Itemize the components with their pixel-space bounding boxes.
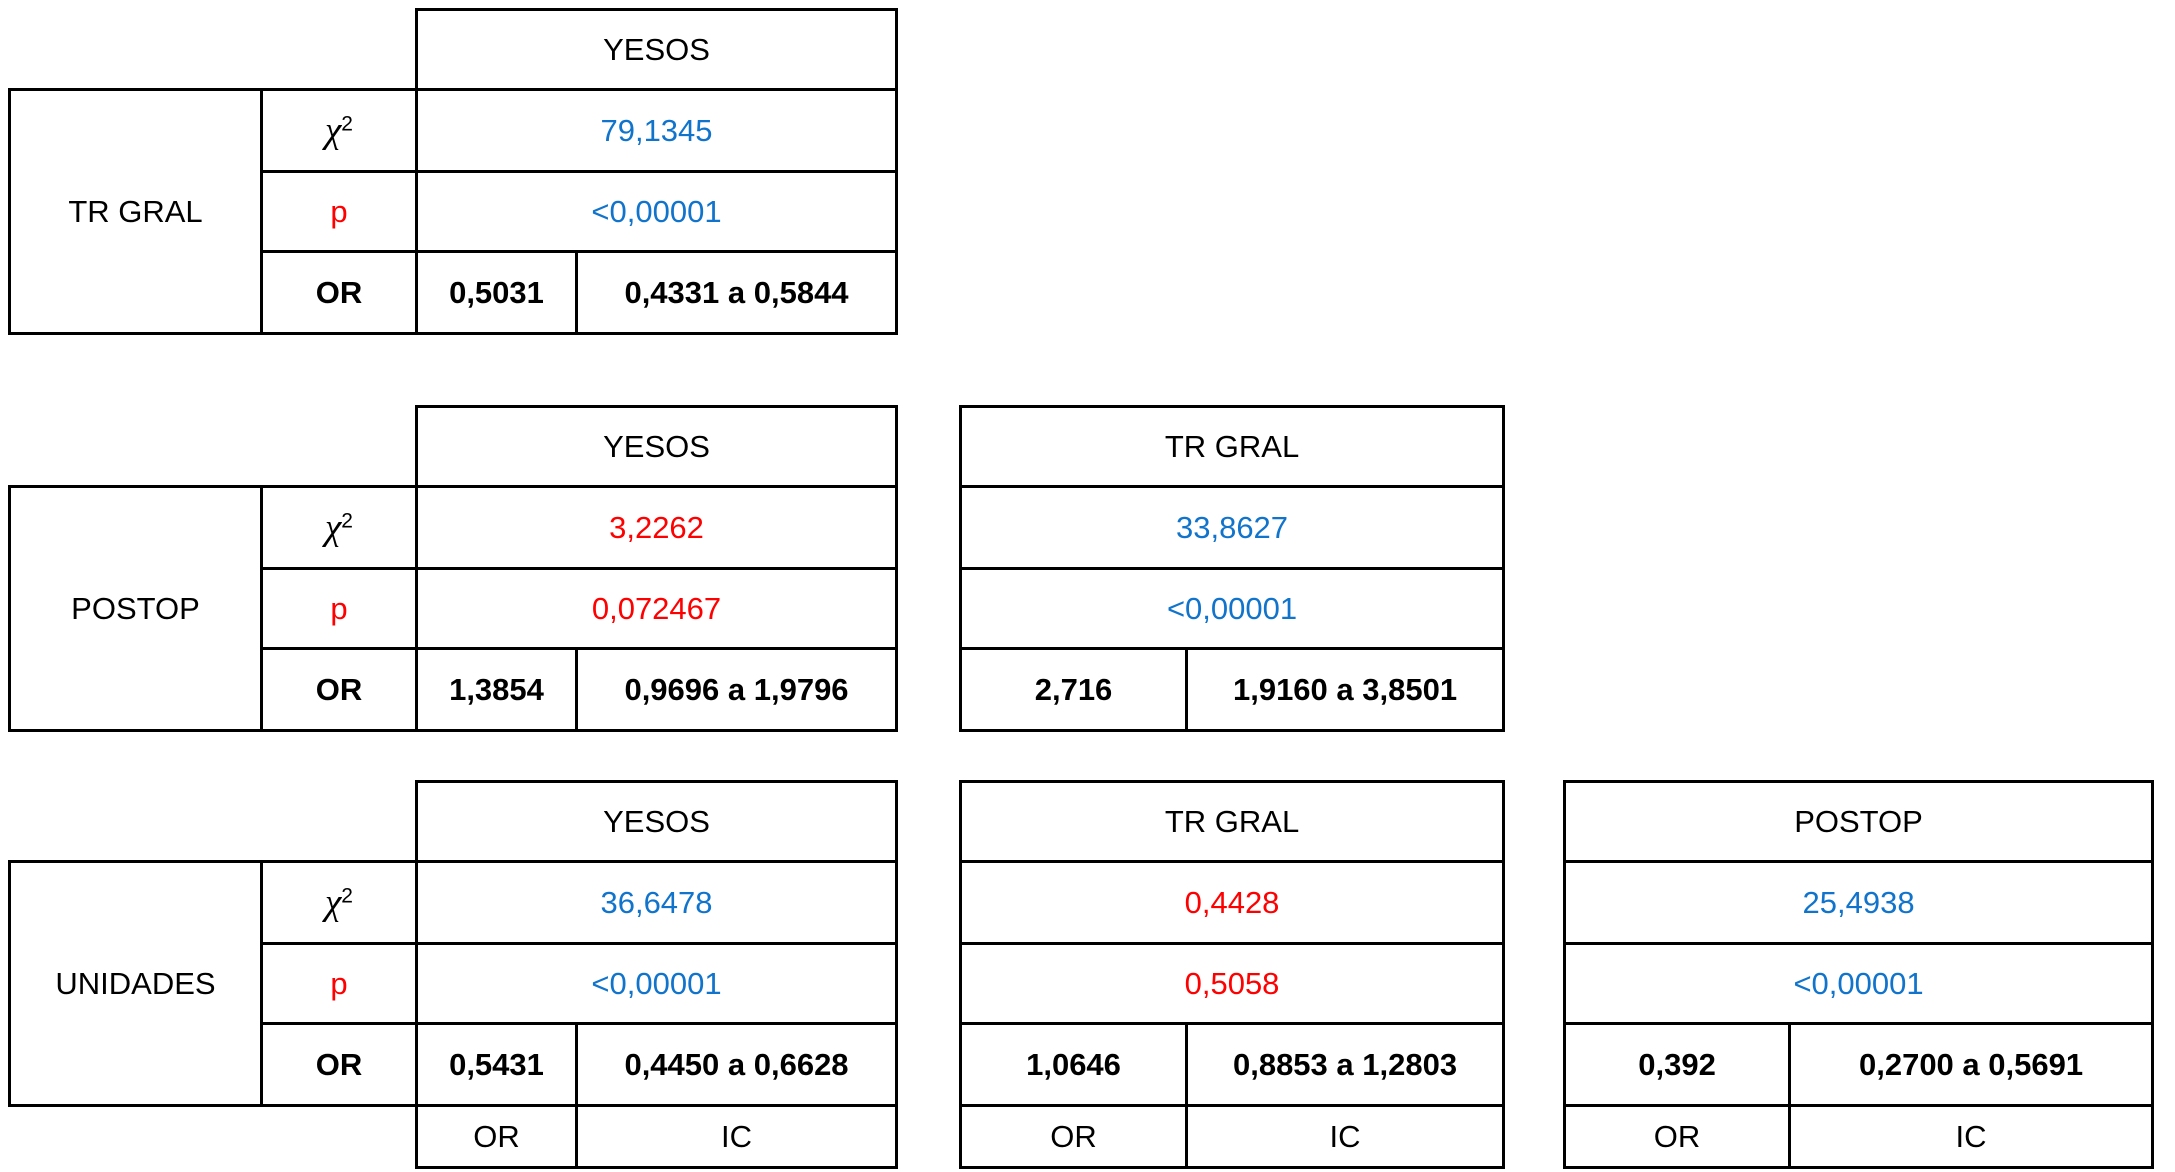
footer-ic-label: IC [1788, 1104, 2155, 1169]
chi-symbol: χ [325, 882, 342, 923]
chi-row: TR GRAL χ2 79,1345 [8, 88, 899, 335]
spacer [1504, 944, 1565, 1024]
column-header-tr-gral: TR GRAL [959, 780, 1506, 863]
ic-value-cell: 0,4450 a 0,6628 [574, 1022, 899, 1107]
or-value-cell: 0,5031 [415, 250, 578, 335]
spacer [1504, 782, 1565, 862]
spacer [1504, 862, 1565, 944]
ic-value-cell: 0,4331 a 0,5844 [574, 250, 899, 335]
spacer [897, 1106, 961, 1168]
p-row: p 0,072467 <0,00001 [10, 567, 1506, 650]
or-value-cell: 2,716 [959, 647, 1189, 732]
chi-value-cell: 3,2262 [414, 485, 899, 570]
or-row: OR 0,5031 0,4331 a 0,5844 [10, 250, 899, 335]
p-value-cell: <0,00001 [959, 567, 1506, 650]
spacer [897, 1024, 961, 1106]
ic-value-cell: 0,9696 a 1,9796 [574, 647, 899, 732]
p-row: p <0,00001 [10, 170, 899, 253]
spacer [897, 782, 961, 862]
spacer [1504, 1106, 1565, 1168]
footer-or-label: OR [1563, 1104, 1792, 1169]
p-row-label: p [260, 170, 418, 253]
chi-row-label: χ2 [260, 485, 418, 570]
chi-value-cell: 33,8627 [959, 485, 1506, 570]
ic-value-cell: 0,8853 a 1,2803 [1185, 1022, 1506, 1107]
group-table-tr-gral: YESOS TR GRAL χ2 79,1345 p <0,00001 OR 0… [8, 8, 899, 335]
or-row: OR 1,3854 0,9696 a 1,9796 2,716 1,9160 a… [10, 647, 1506, 732]
or-row-label: OR [260, 647, 418, 732]
spacer [897, 487, 961, 569]
chi-exponent: 2 [341, 112, 353, 136]
column-header-yesos: YESOS [414, 8, 899, 91]
chi-exponent: 2 [341, 509, 353, 533]
blank-corner [10, 782, 417, 862]
spacer [1504, 1024, 1565, 1106]
header-row: YESOS [10, 8, 899, 91]
group-table-postop: YESOS TR GRAL POSTOP χ2 3,2262 33,8627 p… [8, 405, 1506, 732]
spacer [897, 862, 961, 944]
footer-or-label: OR [415, 1104, 578, 1169]
column-header-yesos: YESOS [414, 405, 899, 488]
chi-symbol: χ [325, 110, 342, 151]
header-row: YESOS TR GRAL [10, 405, 1506, 488]
p-value-cell: <0,00001 [1563, 942, 2155, 1025]
or-value-cell: 1,3854 [415, 647, 578, 732]
chi-row-label: χ2 [260, 88, 418, 173]
footer-ic-label: IC [574, 1104, 899, 1169]
chi-value-cell: 36,6478 [414, 860, 899, 945]
or-row-label: OR [260, 250, 418, 335]
footer-row: OR IC OR IC OR IC [10, 1104, 2155, 1169]
ic-value-cell: 1,9160 a 3,8501 [1185, 647, 1506, 732]
group-label-postop: POSTOP [8, 485, 263, 732]
chi-value-cell: 25,4938 [1563, 860, 2155, 945]
chi-row: POSTOP χ2 3,2262 33,8627 [8, 485, 1506, 732]
p-row: p <0,00001 0,5058 <0,00001 [10, 942, 2155, 1025]
footer-ic-label: IC [1185, 1104, 1506, 1169]
chi-symbol: χ [325, 507, 342, 548]
p-row-label: p [260, 942, 418, 1025]
chi-exponent: 2 [341, 884, 353, 908]
spacer [897, 944, 961, 1024]
or-value-cell: 0,5431 [415, 1022, 578, 1107]
footer-or-label: OR [959, 1104, 1189, 1169]
p-value-cell: <0,00001 [414, 170, 899, 253]
or-row: OR 0,5431 0,4450 a 0,6628 1,0646 0,8853 … [10, 1022, 2155, 1107]
column-header-tr-gral: TR GRAL [959, 405, 1506, 488]
header-row: YESOS TR GRAL POSTOP [10, 780, 2155, 863]
column-header-yesos: YESOS [414, 780, 899, 863]
spacer [897, 569, 961, 649]
group-table-unidades: YESOS TR GRAL POSTOP UNIDADES χ2 36,6478… [8, 780, 2155, 1169]
blank-corner [10, 407, 417, 487]
chi-value-cell: 79,1345 [414, 88, 899, 173]
blank-corner [10, 1106, 417, 1168]
ic-value-cell: 0,2700 a 0,5691 [1788, 1022, 2155, 1107]
spacer [897, 407, 961, 487]
p-value-cell: <0,00001 [414, 942, 899, 1025]
or-row-label: OR [260, 1022, 418, 1107]
chi-row: UNIDADES χ2 36,6478 0,4428 25,4938 [8, 860, 2155, 1107]
p-value-cell: 0,072467 [414, 567, 899, 650]
chi-value-cell: 0,4428 [959, 860, 1506, 945]
or-value-cell: 1,0646 [959, 1022, 1189, 1107]
group-label-unidades: UNIDADES [8, 860, 263, 1107]
group-label-tr-gral: TR GRAL [8, 88, 263, 335]
p-row-label: p [260, 567, 418, 650]
blank-corner [10, 10, 417, 90]
or-value-cell: 0,392 [1563, 1022, 1792, 1107]
column-header-postop: POSTOP [1563, 780, 2155, 863]
p-value-cell: 0,5058 [959, 942, 1506, 1025]
chi-row-label: χ2 [260, 860, 418, 945]
spacer [897, 649, 961, 731]
